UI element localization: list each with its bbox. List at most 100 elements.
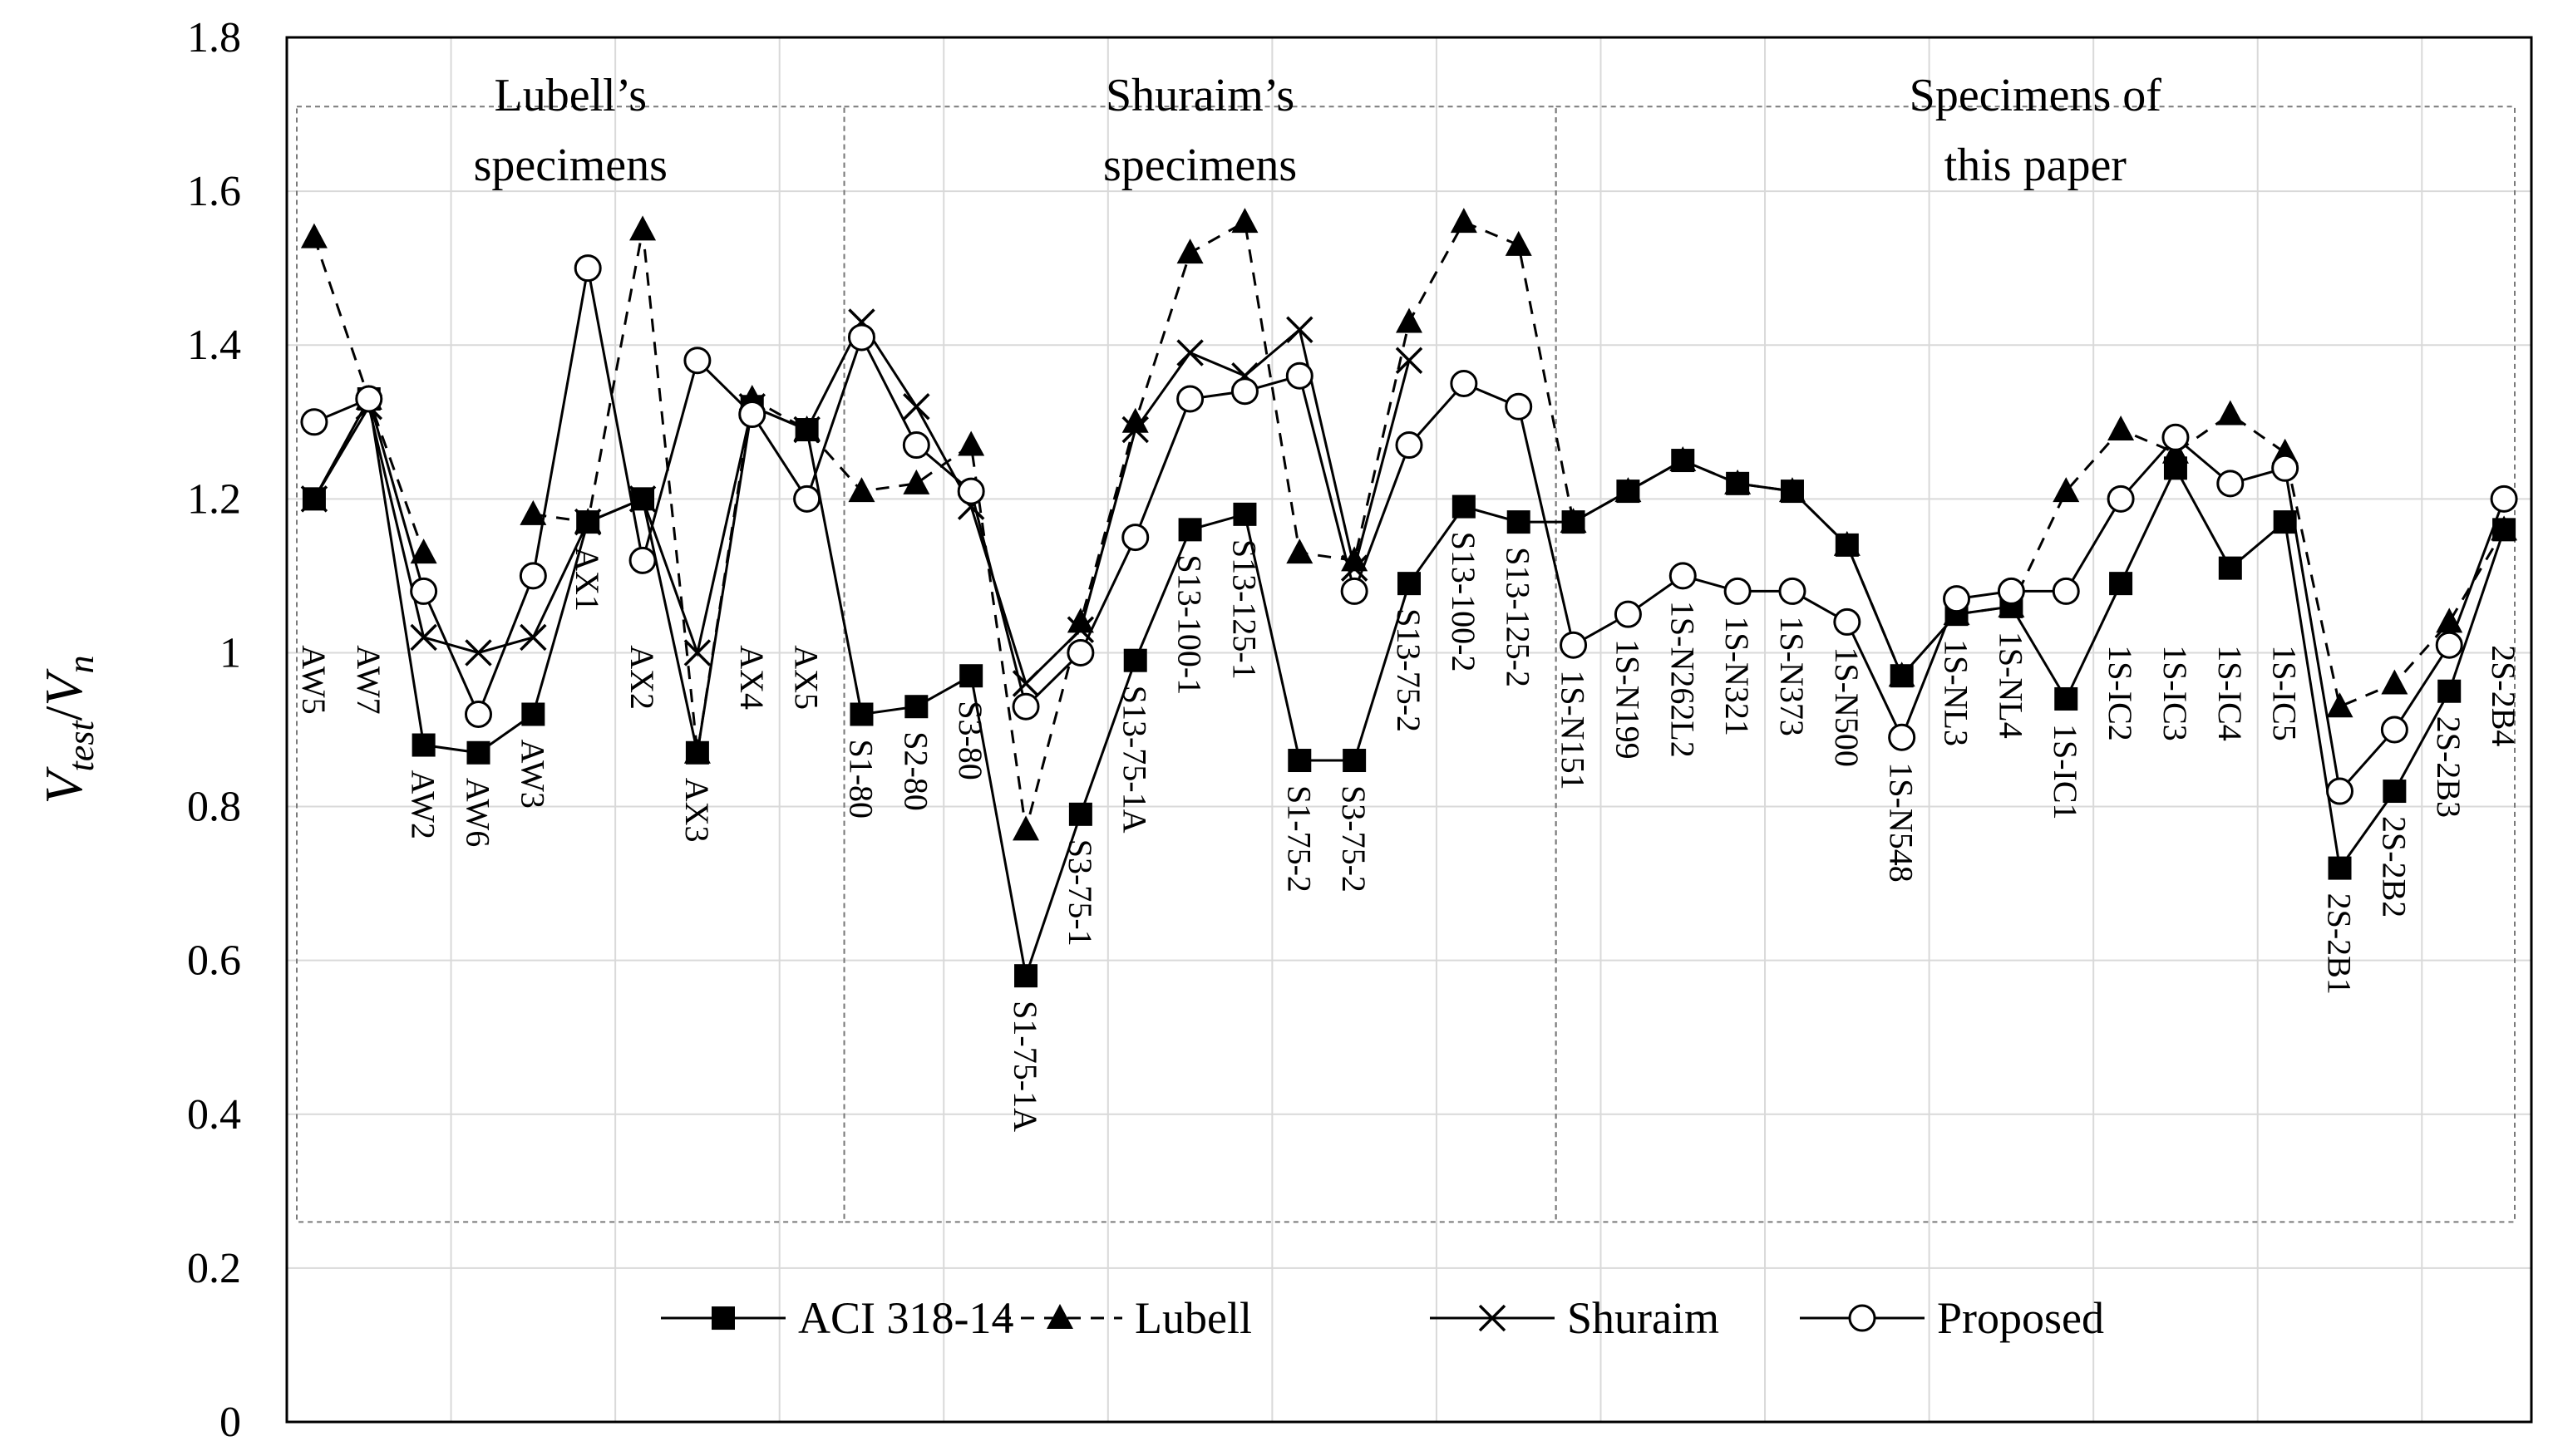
data-point-square: [1178, 518, 1202, 542]
group-title-line2: specimens: [474, 140, 668, 191]
legend: ACI 318-14 Lubell Shuraim Proposed: [661, 1293, 2104, 1343]
data-point-circle: [1833, 607, 1861, 636]
category-label: S3-75-1: [1062, 839, 1099, 947]
data-point-square: [904, 695, 929, 719]
category-label: 1S-IC3: [2156, 645, 2194, 741]
category-label: 1S-N548: [1883, 762, 1920, 882]
data-point-triangle: [2381, 669, 2408, 695]
series-lubell: [300, 208, 2518, 841]
data-point-square: [685, 740, 709, 765]
data-point-square: [1616, 480, 1640, 504]
data-point-circle: [1285, 362, 1313, 390]
data-point-circle: [2216, 470, 2245, 498]
category-labels: AW5 AW7 AW2 AW6 AW3 AX1 AX2 AX3 AX4 AX5 S1-80 S2-80…: [295, 532, 2522, 1132]
data-point-square: [466, 740, 490, 765]
category-label: S13-100-1: [1171, 554, 1209, 695]
legend-label: Shuraim: [1567, 1293, 1719, 1343]
data-point-triangle: [1121, 407, 1149, 433]
data-point-circle: [2490, 485, 2518, 513]
data-point-triangle: [1067, 607, 1094, 633]
y-label-v2: V: [34, 668, 93, 706]
data-point-triangle: [629, 215, 657, 241]
y-tick-label: 0: [219, 1399, 241, 1446]
data-point-square: [631, 487, 655, 511]
data-point-circle: [1723, 577, 1752, 605]
data-point-square: [1397, 572, 1421, 596]
category-label: S13-75-2: [1390, 608, 1427, 732]
data-point-x: [683, 639, 712, 667]
y-label-sub1: test: [61, 720, 101, 772]
data-point-square: [2328, 856, 2352, 880]
category-label: AX1: [569, 547, 606, 612]
legend-label: ACI 318-14: [798, 1293, 1013, 1343]
category-label: 1S-IC4: [2211, 645, 2249, 741]
plot-area-border: [285, 36, 2533, 1424]
category-label: S1-75-1A: [1007, 1001, 1044, 1132]
y-tick-label: 0.2: [187, 1245, 241, 1292]
category-label: 1S-NL3: [1938, 639, 1975, 746]
category-label: AX3: [678, 778, 716, 843]
legend-item-lubell: Lubell: [998, 1293, 1252, 1343]
category-label: S3-80: [952, 701, 989, 780]
data-point-circle: [738, 401, 766, 429]
y-label-v1: V: [34, 766, 93, 804]
category-label: AX5: [788, 645, 826, 710]
legend-label: Proposed: [1937, 1293, 2104, 1343]
data-point-square: [1835, 533, 1859, 557]
data-point-square: [2054, 686, 2078, 711]
category-label: 2S-2B4: [2485, 645, 2522, 746]
data-point-triangle: [2053, 477, 2080, 503]
category-label: 1S-N151: [1555, 670, 1592, 789]
data-point-circle: [793, 485, 821, 513]
y-label-slash: /: [34, 706, 93, 721]
data-point-circle: [2161, 423, 2190, 451]
category-label: S2-80: [897, 731, 934, 811]
data-point-circle: [847, 323, 875, 352]
y-tick-label: 1.8: [187, 14, 241, 61]
data-point-square: [1451, 494, 1476, 519]
data-point-triangle: [1231, 208, 1259, 234]
data-series: [300, 208, 2518, 988]
category-label: S13-125-1: [1225, 539, 1263, 680]
group-title-line1: Specimens of: [1910, 70, 2162, 121]
data-point-circle: [519, 562, 547, 590]
group-title-line2: specimens: [1103, 140, 1297, 191]
y-tick-label: 0.6: [187, 937, 241, 985]
data-point-square: [2163, 456, 2187, 480]
data-point-circle: [2326, 777, 2354, 805]
data-point-circle: [574, 254, 602, 283]
data-point-triangle: [1396, 307, 1422, 333]
data-point-x: [1395, 347, 1423, 374]
y-axis-label: Vtest/Vn: [34, 655, 101, 804]
data-point-triangle: [1176, 239, 1204, 264]
data-point-square: [1343, 749, 1367, 773]
data-point-x: [903, 393, 930, 421]
specimen-groups: Lubell’s specimens Shuraim’s specimens Speci…: [296, 70, 2516, 1223]
category-label: 1S-N321: [1718, 616, 1756, 735]
category-label: 1S-IC2: [2102, 645, 2139, 741]
data-point-triangle: [1047, 1304, 1073, 1330]
data-point-triangle: [1450, 208, 1477, 234]
data-point-triangle: [903, 469, 930, 494]
y-tick-label: 0.8: [187, 784, 241, 831]
category-label: S13-100-2: [1445, 532, 1482, 672]
data-point-square: [1726, 471, 1750, 495]
data-point-circle: [1997, 577, 2025, 605]
data-point-circle: [464, 700, 492, 728]
legend-item-proposed: Proposed: [1800, 1293, 2104, 1343]
y-tick-label: 1.6: [187, 168, 241, 215]
group-title-line1: Shuraim’s: [1106, 70, 1294, 121]
y-tick-label: 1.2: [187, 475, 241, 523]
group-box: [1555, 106, 2516, 1223]
category-label: S13-125-2: [1500, 547, 1537, 687]
data-point-square: [2437, 679, 2462, 703]
data-point-circle: [1340, 577, 1368, 605]
category-label: AW7: [350, 645, 387, 714]
data-point-circle: [1450, 370, 1478, 397]
category-label: 2S-2B1: [2321, 893, 2358, 995]
data-point-triangle: [958, 430, 985, 456]
data-point-square: [302, 487, 326, 511]
data-point-circle: [1943, 585, 1971, 613]
data-point-circle: [2380, 716, 2408, 744]
category-label: S1-75-2: [1280, 785, 1318, 893]
